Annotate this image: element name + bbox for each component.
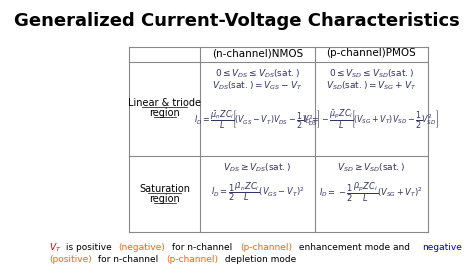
Text: $I_D = -\dfrac{1}{2}\dfrac{\bar{\mu}_p ZC_i}{L}(V_{SG} + V_T)^2$: $I_D = -\dfrac{1}{2}\dfrac{\bar{\mu}_p Z… xyxy=(319,180,423,204)
Text: is positive: is positive xyxy=(63,244,114,253)
Text: $V_{SD}(\mathrm{sat.}) = V_{SG} + V_T$: $V_{SD}(\mathrm{sat.}) = V_{SG} + V_T$ xyxy=(326,79,417,92)
Text: $I_D = -\dfrac{\bar{\mu}_p ZC_i}{L}\!\left[\!(V_{SG} + V_T)V_{SD} - \dfrac{1}{2}: $I_D = -\dfrac{\bar{\mu}_p ZC_i}{L}\!\le… xyxy=(303,108,439,132)
Text: $0 \leq V_{SD} \leq V_{SD}(\mathrm{sat.})$: $0 \leq V_{SD} \leq V_{SD}(\mathrm{sat.}… xyxy=(329,67,414,79)
Text: region: region xyxy=(149,194,180,204)
Text: $V_{SD} \geq V_{SD}(\mathrm{sat.})$: $V_{SD} \geq V_{SD}(\mathrm{sat.})$ xyxy=(337,162,405,175)
Text: $V_T$: $V_T$ xyxy=(49,242,62,254)
Text: (p-channel)PMOS: (p-channel)PMOS xyxy=(327,48,416,59)
Text: $I_D = \dfrac{1}{2}\dfrac{\bar{\mu}_n ZC_i}{L}(V_{GS} - V_T)^2$: $I_D = \dfrac{1}{2}\dfrac{\bar{\mu}_n ZC… xyxy=(210,180,304,202)
Text: for n-channel: for n-channel xyxy=(169,244,235,253)
Text: (negative): (negative) xyxy=(118,244,165,253)
Text: $V_{DS}(\mathrm{sat.}) = V_{GS} - V_T$: $V_{DS}(\mathrm{sat.}) = V_{GS} - V_T$ xyxy=(212,79,303,92)
Text: (p-channel): (p-channel) xyxy=(240,244,292,253)
Text: Linear & triode: Linear & triode xyxy=(128,98,201,108)
Text: depletion mode: depletion mode xyxy=(222,255,297,264)
Text: (positive): (positive) xyxy=(49,255,92,264)
Text: Generalized Current-Voltage Characteristics: Generalized Current-Voltage Characterist… xyxy=(14,12,460,30)
Text: enhancement mode and: enhancement mode and xyxy=(296,244,413,253)
Text: $I_D = \dfrac{\bar{\mu}_n ZC_i}{L}\!\left[\!(V_{GS} - V_T)V_{DS} - \dfrac{1}{2}V: $I_D = \dfrac{\bar{\mu}_n ZC_i}{L}\!\lef… xyxy=(194,108,320,130)
Text: (n-channel)NMOS: (n-channel)NMOS xyxy=(212,48,303,59)
Text: region: region xyxy=(149,108,180,118)
Text: $0 \leq V_{DS} \leq V_{DS}(\mathrm{sat.})$: $0 \leq V_{DS} \leq V_{DS}(\mathrm{sat.}… xyxy=(215,67,300,79)
Text: $V_{DS} \geq V_{DS}(\mathrm{sat.})$: $V_{DS} \geq V_{DS}(\mathrm{sat.})$ xyxy=(223,162,292,175)
Text: Saturation: Saturation xyxy=(139,184,190,194)
Text: for n-channel: for n-channel xyxy=(95,255,161,264)
Text: (p-channel): (p-channel) xyxy=(166,255,219,264)
Text: negative: negative xyxy=(422,244,462,253)
